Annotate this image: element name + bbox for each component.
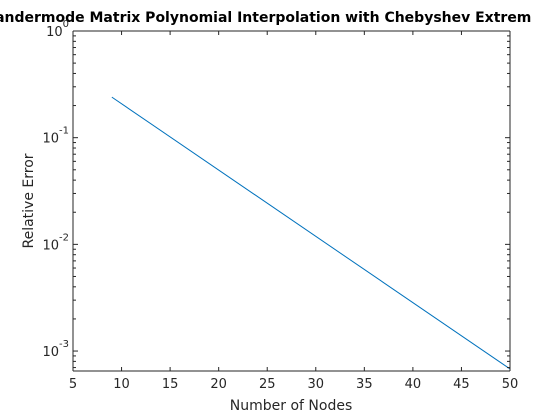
y-tick-base: 10	[42, 238, 59, 253]
y-tick-exponent: -3	[59, 339, 69, 350]
plot-area	[73, 31, 510, 371]
series-layer	[111, 96, 511, 370]
y-tick-label: -210	[42, 232, 69, 253]
x-tick-label: 50	[502, 377, 519, 392]
y-tick-label: -110	[42, 126, 69, 147]
x-tick-label: 40	[405, 377, 422, 392]
x-tick-label: 35	[356, 377, 373, 392]
series-line-0	[111, 96, 511, 370]
axes-layer	[72, 30, 511, 372]
y-tick-base: 10	[46, 25, 63, 40]
y-tick-label: -310	[42, 339, 69, 360]
y-tick-exponent: 0	[63, 19, 69, 30]
y-tick-exponent: -1	[59, 126, 69, 137]
x-tick-label: 5	[69, 377, 77, 392]
x-tick-label: 15	[162, 377, 179, 392]
y-tick-base: 10	[42, 345, 59, 360]
x-tick-label: 45	[453, 377, 470, 392]
x-tick-label: 10	[113, 377, 130, 392]
chart-title: Vandermode Matrix Polynomial Interpolati…	[0, 10, 531, 26]
x-tick-label: 25	[259, 377, 276, 392]
y-tick-base: 10	[42, 132, 59, 147]
y-axis-label: Relative Error	[21, 153, 37, 248]
x-tick-label: 20	[210, 377, 227, 392]
y-tick-label: 010	[46, 19, 69, 40]
x-axis-label: Number of Nodes	[230, 398, 352, 414]
y-tick-exponent: -2	[59, 232, 69, 243]
x-tick-label: 30	[308, 377, 325, 392]
